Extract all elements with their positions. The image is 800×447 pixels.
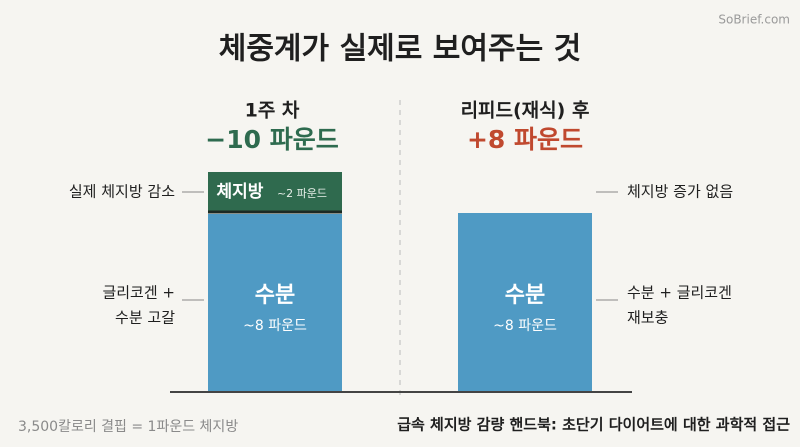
- water-label: 수분: [255, 283, 295, 308]
- fat-label: 체지방: [217, 182, 264, 202]
- fat-amount: ~2 파운드: [277, 187, 327, 200]
- left-heading: 1주 차: [245, 100, 300, 122]
- water-segment: [208, 214, 342, 392]
- water-amount: ~8 파운드: [493, 318, 557, 334]
- fat-segment: [208, 172, 342, 212]
- title: 체중계가 실제로 보여주는 것: [219, 32, 582, 67]
- water-label: 수분: [505, 283, 545, 308]
- footer-source: 급속 체지방 감량 핸드북: 초단기 다이어트에 대한 과학적 접근: [397, 416, 790, 434]
- right-change: +8 파운드: [467, 125, 583, 154]
- water-amount: ~8 파운드: [243, 318, 307, 334]
- annotation: 글리코겐 +: [102, 284, 175, 302]
- watermark: SoBrief.com: [718, 13, 790, 27]
- annotation: 수분 + 글리코겐: [627, 284, 732, 302]
- water-segment: [458, 213, 592, 392]
- annotation: 실제 체지방 감소: [69, 183, 175, 201]
- left-change: −10 파운드: [205, 125, 338, 154]
- annotation: 체지방 증가 없음: [627, 183, 733, 201]
- annotation: 재보충: [627, 309, 668, 327]
- annotation: 수분 고갈: [115, 309, 175, 327]
- footer-note: 3,500칼로리 결핍 = 1파운드 체지방: [18, 419, 238, 435]
- right-heading: 리피드(재식) 후: [461, 100, 590, 122]
